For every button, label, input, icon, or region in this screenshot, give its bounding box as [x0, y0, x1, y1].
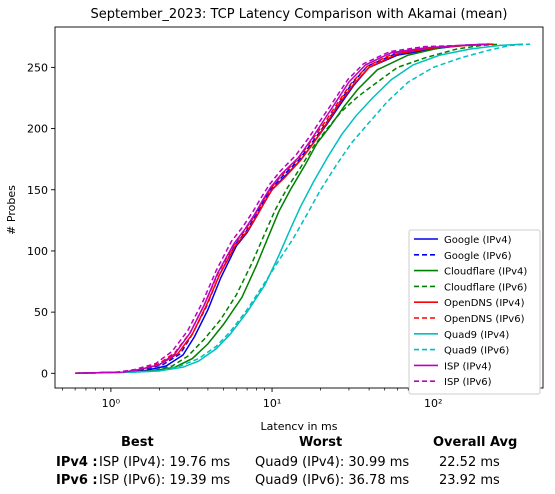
x-tick-label: 10²	[424, 397, 442, 410]
y-tick-label: 50	[34, 306, 48, 319]
chart-title: September_2023: TCP Latency Comparison w…	[91, 7, 508, 22]
ipv6-row-label: IPv6 :	[56, 473, 98, 488]
x-tick-label: 10⁰	[102, 397, 121, 410]
legend-label: Quad9 (IPv6)	[444, 346, 509, 357]
x-tick-label: 10¹	[263, 397, 281, 410]
legend-label: ISP (IPv6)	[444, 377, 492, 388]
legend-label: Google (IPv6)	[444, 251, 512, 262]
series-line-9	[75, 43, 486, 375]
ipv4-row-label: IPv4 :	[56, 455, 98, 470]
legend-label: Cloudflare (IPv4)	[444, 267, 527, 278]
y-axis-label: # Probes	[5, 185, 18, 235]
ipv6-avg: 23.92 ms	[439, 473, 500, 488]
worst-header: Worst	[299, 435, 343, 450]
series-line-6	[75, 43, 523, 375]
legend-label: OpenDNS (IPv6)	[444, 314, 525, 325]
legend-box	[408, 229, 541, 395]
y-tick-label: 100	[27, 245, 48, 258]
best-header: Best	[121, 435, 154, 450]
avg-header: Overall Avg	[433, 435, 518, 450]
series-line-5	[75, 43, 495, 375]
ipv4-best: ISP (IPv4): 19.76 ms	[99, 455, 231, 470]
legend-label: Quad9 (IPv4)	[444, 330, 509, 341]
summary-table: Best Worst Overall Avg IPv4 : ISP (IPv4)…	[0, 430, 555, 494]
ipv6-worst: Quad9 (IPv6): 36.78 ms	[255, 473, 410, 488]
y-tick-label: 150	[27, 184, 48, 197]
ipv6-best: ISP (IPv6): 19.39 ms	[99, 473, 231, 488]
legend: Google (IPv4) Google (IPv6) Cloudflare (IP…	[408, 229, 541, 395]
legend-label: Google (IPv4)	[444, 235, 512, 246]
legend-label: ISP (IPv4)	[444, 361, 492, 372]
series-line-2	[75, 43, 489, 375]
ipv4-worst: Quad9 (IPv4): 30.99 ms	[255, 455, 410, 470]
series-line-3	[75, 43, 501, 375]
series-line-7	[75, 43, 531, 375]
y-tick-label: 0	[41, 367, 48, 380]
ipv4-avg: 22.52 ms	[439, 455, 500, 470]
legend-label: Cloudflare (IPv6)	[444, 282, 527, 293]
series-line-4	[75, 43, 492, 375]
series-line-8	[75, 43, 489, 375]
legend-label: OpenDNS (IPv4)	[444, 298, 525, 309]
x-axis-label: Latency in ms	[261, 420, 338, 430]
latency-chart: September_2023: TCP Latency Comparison w…	[5, 7, 544, 430]
y-tick-label: 200	[27, 123, 48, 136]
axes: 0 50 100 150 200 250 10⁰ 10¹ 10²	[27, 61, 531, 410]
plot-frame	[54, 26, 544, 389]
y-tick-label: 250	[27, 61, 48, 74]
plot-lines	[75, 43, 531, 375]
